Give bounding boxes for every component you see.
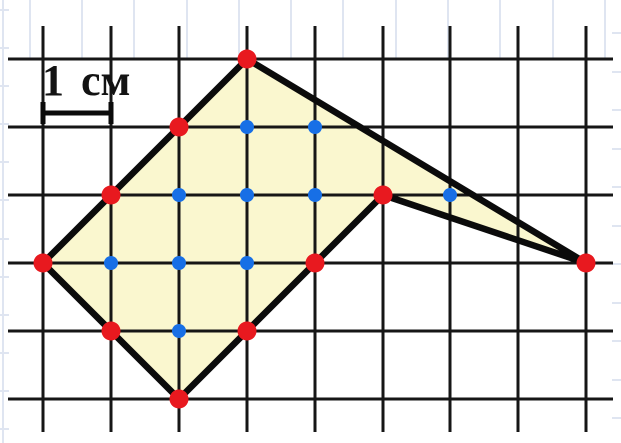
red-lattice-point [169, 389, 189, 409]
blue-lattice-point [172, 256, 186, 270]
blue-lattice-point [104, 256, 118, 270]
boundary-lattice-points [33, 49, 596, 409]
interior-lattice-points [104, 120, 457, 338]
scale-bar [40, 102, 114, 124]
blue-lattice-point [443, 188, 457, 202]
blue-lattice-point [240, 188, 254, 202]
red-lattice-point [101, 185, 121, 205]
red-lattice-point [237, 49, 257, 69]
blue-lattice-point [240, 256, 254, 270]
blue-lattice-point [308, 120, 322, 134]
red-lattice-point [373, 185, 393, 205]
red-lattice-point [33, 253, 53, 273]
red-lattice-point [576, 253, 596, 273]
polygon-outline [38, 54, 588, 404]
blue-lattice-point [172, 188, 186, 202]
red-lattice-point [237, 321, 257, 341]
scale-label: 1 см [42, 56, 131, 105]
blue-lattice-point [172, 324, 186, 338]
red-lattice-point [305, 253, 325, 273]
blue-lattice-point [308, 188, 322, 202]
red-lattice-point [101, 321, 121, 341]
blue-lattice-point [240, 120, 254, 134]
red-lattice-point [169, 117, 189, 137]
